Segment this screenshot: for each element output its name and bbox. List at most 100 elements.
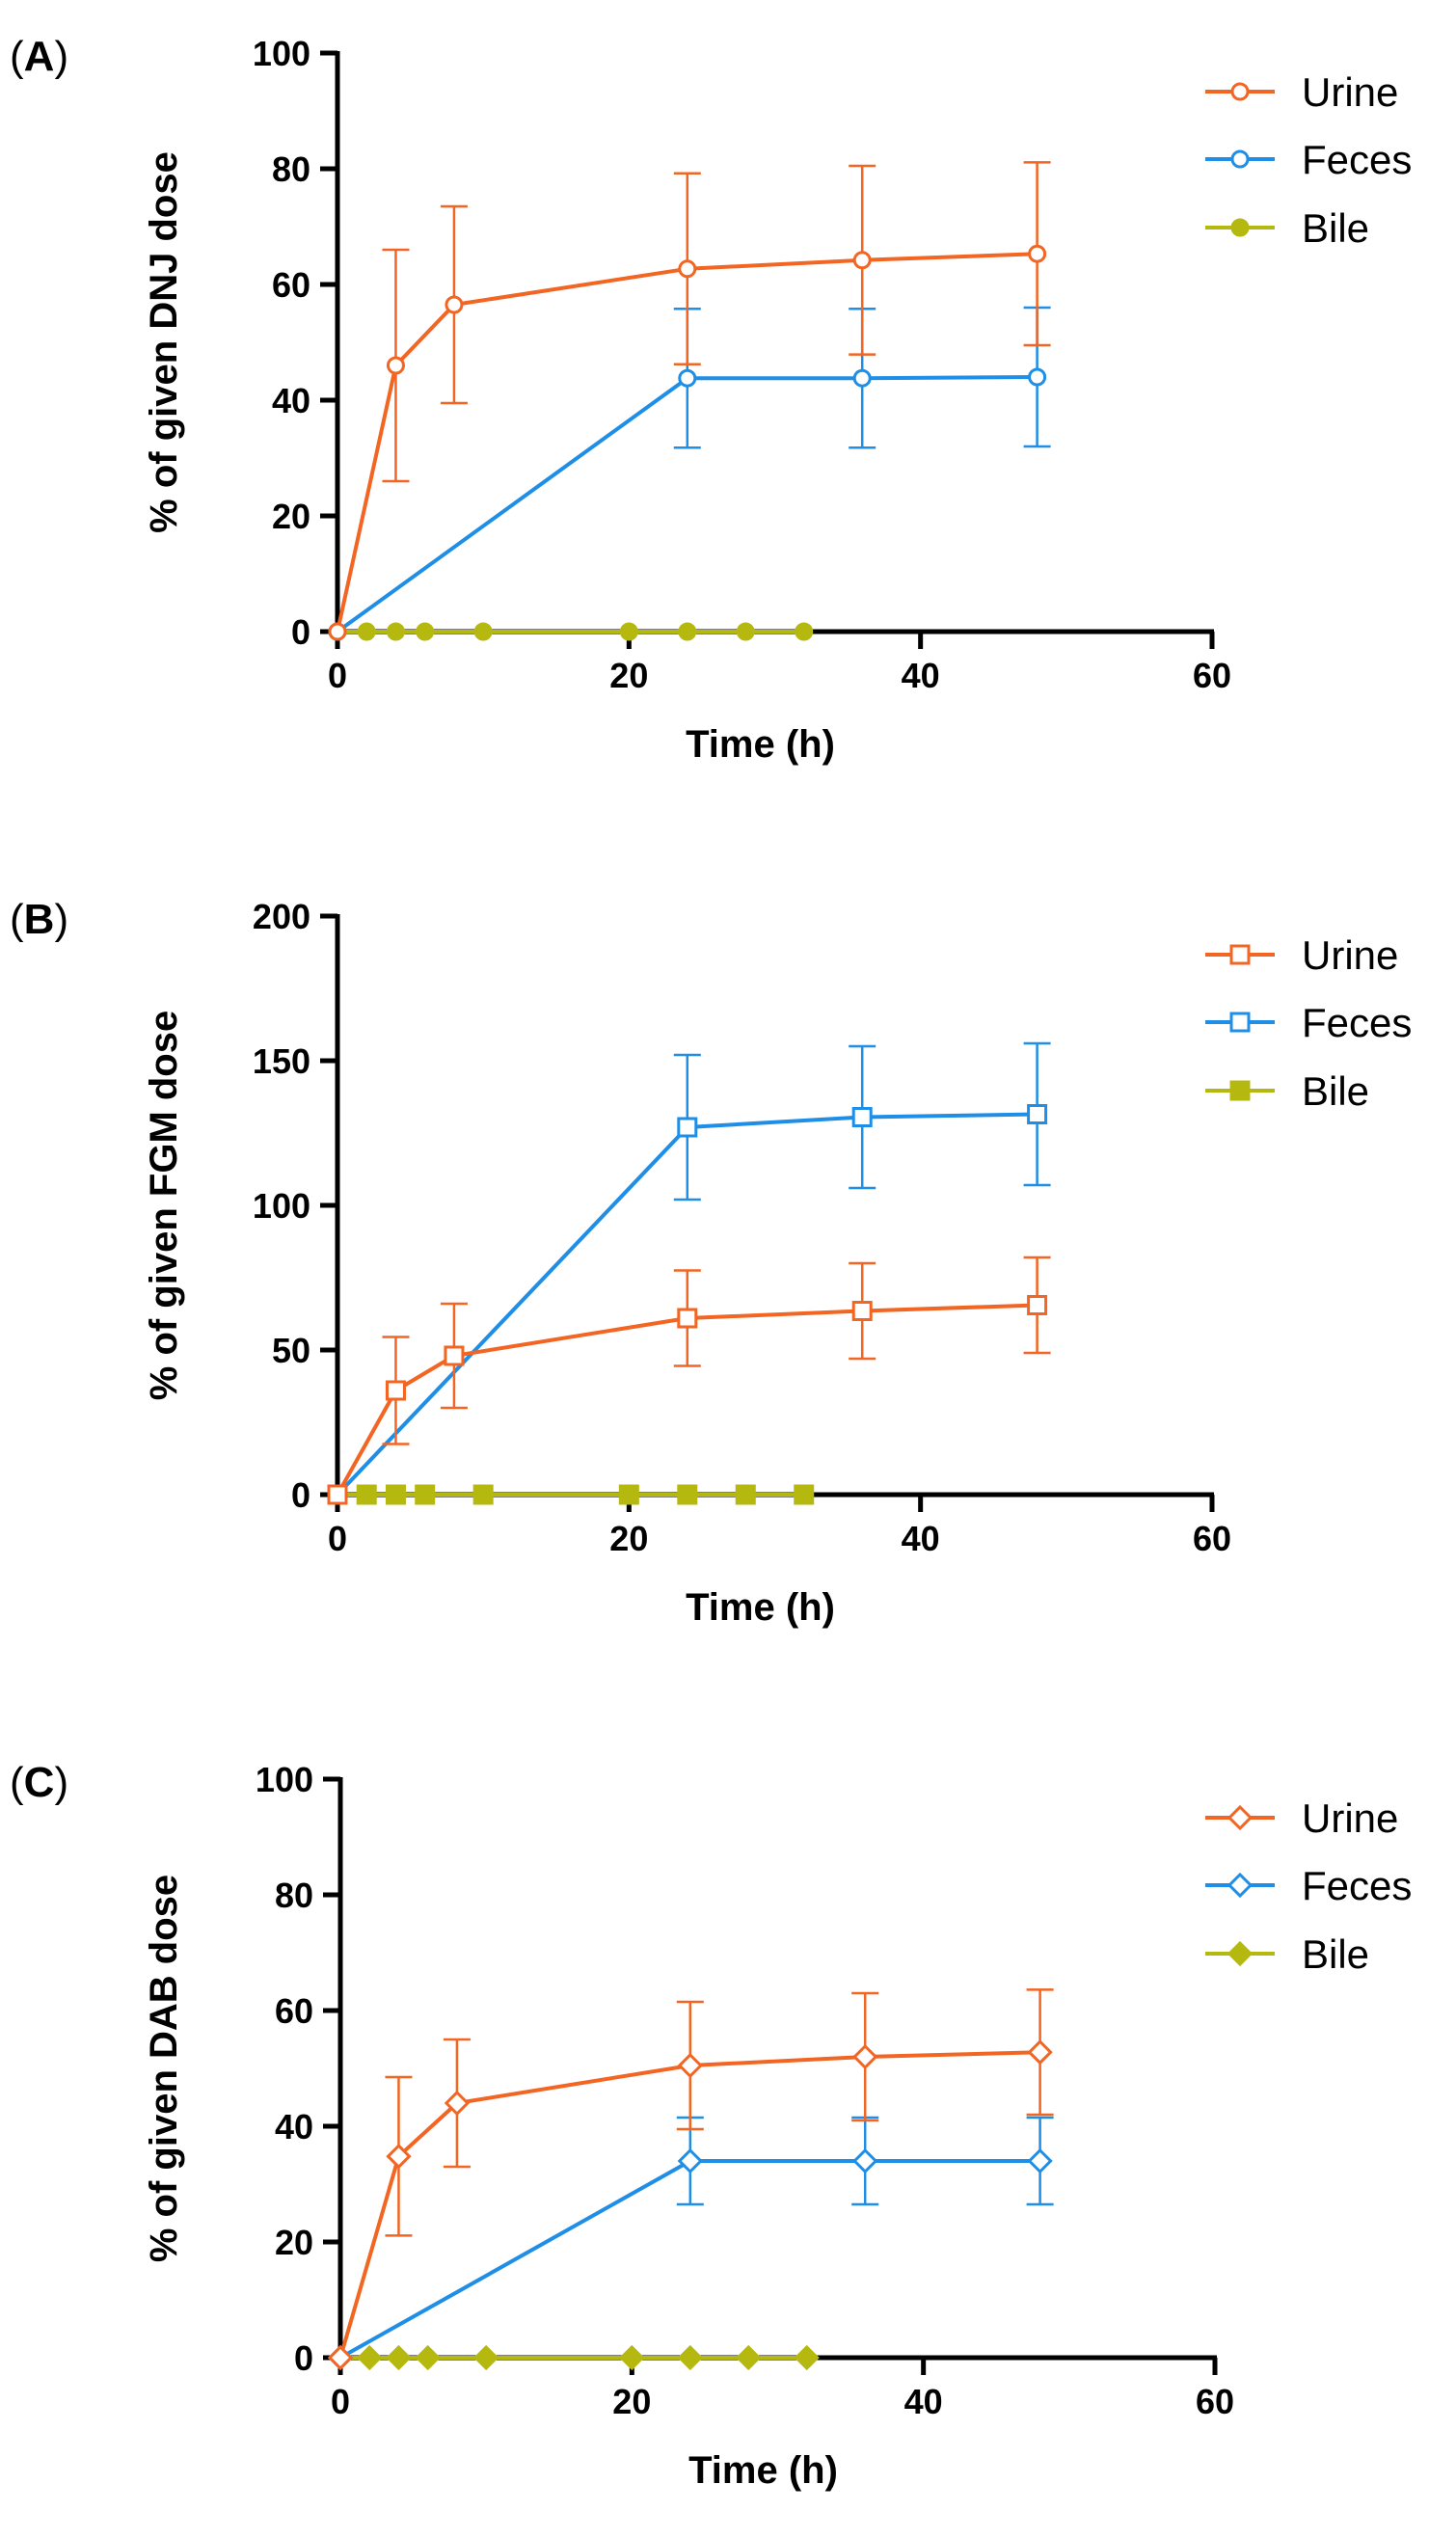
data-point — [416, 622, 435, 641]
y-axis-title: % of given DNJ dose — [143, 151, 185, 533]
panel-label-close: ) — [54, 896, 68, 943]
y-tick-label: 200 — [253, 897, 310, 936]
x-tick-label: 60 — [1193, 656, 1231, 695]
y-tick-label: 50 — [272, 1331, 310, 1370]
data-point — [677, 1484, 698, 1505]
data-point — [1027, 1295, 1048, 1315]
legend-marker — [1229, 944, 1251, 965]
data-point — [795, 622, 814, 641]
panel-label: (A) — [10, 33, 68, 80]
series-urine — [327, 1256, 1051, 1505]
panel-label-letter: B — [24, 896, 55, 943]
data-point — [385, 1484, 406, 1505]
series-feces — [327, 2116, 1054, 2371]
x-tick-label: 0 — [328, 656, 347, 695]
data-point — [1028, 367, 1047, 387]
data-point — [357, 2344, 383, 2371]
series-feces — [328, 306, 1051, 641]
x-tick-label: 40 — [902, 1519, 940, 1558]
panel-label: (B) — [10, 896, 68, 943]
y-tick-label: 80 — [272, 149, 310, 189]
x-tick-label: 40 — [904, 2382, 943, 2421]
data-point — [328, 622, 347, 641]
y-tick-label: 100 — [253, 34, 310, 73]
series-urine — [327, 1988, 1054, 2371]
data-point — [1027, 2147, 1053, 2174]
data-point — [794, 2344, 820, 2371]
series-line — [338, 2050, 1040, 2359]
data-point — [852, 368, 872, 388]
panel-b: (B) 0 50 100 150 200 0 20 40 60 Time (h) % of given… — [10, 896, 1412, 1629]
y-tick-label: 100 — [256, 1760, 313, 1799]
data-point — [472, 1484, 494, 1505]
y-axis-title: % of given DAB dose — [143, 1875, 185, 2262]
y-tick-label: 20 — [272, 497, 310, 536]
data-point — [415, 1484, 436, 1505]
series-line — [336, 252, 1038, 633]
panel-label-open: ( — [10, 33, 24, 80]
legend-item-feces: Feces — [1205, 1000, 1412, 1045]
y-tick-label: 0 — [291, 1475, 310, 1515]
legend-label: Bile — [1302, 1931, 1369, 1977]
series-line — [336, 1303, 1038, 1496]
legend-label: Bile — [1302, 1068, 1369, 1114]
x-tick-label: 60 — [1196, 2382, 1234, 2421]
panel-label-close: ) — [54, 33, 68, 80]
y-tick-label: 150 — [253, 1041, 310, 1081]
data-point — [678, 368, 697, 388]
series-line — [336, 375, 1038, 634]
legend-item-feces: Feces — [1205, 1863, 1412, 1908]
legend-item-bile: Bile — [1205, 1068, 1369, 1114]
data-point — [678, 259, 697, 279]
legend-label: Urine — [1302, 69, 1398, 115]
data-point — [677, 2052, 703, 2079]
legend-item-urine: Urine — [1205, 1796, 1398, 1841]
data-point — [386, 622, 405, 641]
y-tick-label: 40 — [272, 381, 310, 420]
legend-label: Urine — [1302, 932, 1398, 978]
x-tick-label: 20 — [609, 656, 648, 695]
series-bile — [328, 622, 814, 641]
data-point — [386, 356, 405, 375]
x-tick-label: 60 — [1193, 1519, 1231, 1558]
legend-marker — [1229, 1080, 1251, 1101]
data-point — [1027, 1104, 1048, 1124]
legend-label: Feces — [1302, 1000, 1412, 1045]
legend-label: Feces — [1302, 1863, 1412, 1908]
series-line — [336, 1112, 1038, 1497]
x-axis-title: Time (h) — [686, 1586, 835, 1629]
legend-item-urine: Urine — [1205, 69, 1398, 115]
panel-c: (C) 0 20 40 60 80 100 0 20 40 60 Time (h) % of given… — [10, 1759, 1412, 2492]
y-tick-label: 100 — [253, 1186, 310, 1226]
y-tick-label: 20 — [275, 2223, 313, 2262]
data-point — [852, 2043, 878, 2070]
series-urine — [328, 161, 1051, 641]
data-point — [794, 1484, 815, 1505]
y-tick-label: 0 — [294, 2338, 313, 2378]
data-point — [444, 2090, 471, 2117]
data-point — [736, 622, 755, 641]
data-point — [386, 2144, 412, 2170]
data-point — [444, 1345, 465, 1366]
legend-marker — [1229, 1012, 1251, 1033]
legend-marker — [1227, 1872, 1254, 1899]
x-tick-label: 40 — [902, 656, 940, 695]
data-point — [357, 622, 376, 641]
data-point — [415, 2344, 441, 2371]
data-point — [677, 2147, 703, 2174]
legend-item-urine: Urine — [1205, 932, 1398, 978]
data-point — [618, 1484, 639, 1505]
data-point — [736, 2344, 762, 2371]
data-point — [677, 1308, 698, 1329]
legend-item-bile: Bile — [1205, 205, 1369, 251]
legend-marker — [1227, 1804, 1254, 1831]
data-point — [386, 2344, 412, 2371]
panel-label-letter: C — [24, 1759, 55, 1806]
y-tick-label: 40 — [275, 2107, 313, 2146]
y-tick-label: 80 — [275, 1876, 313, 1915]
legend-marker — [1227, 1940, 1254, 1967]
panel-label-letter: A — [24, 33, 55, 80]
panel-label-open: ( — [10, 1759, 24, 1806]
data-point — [619, 622, 638, 641]
